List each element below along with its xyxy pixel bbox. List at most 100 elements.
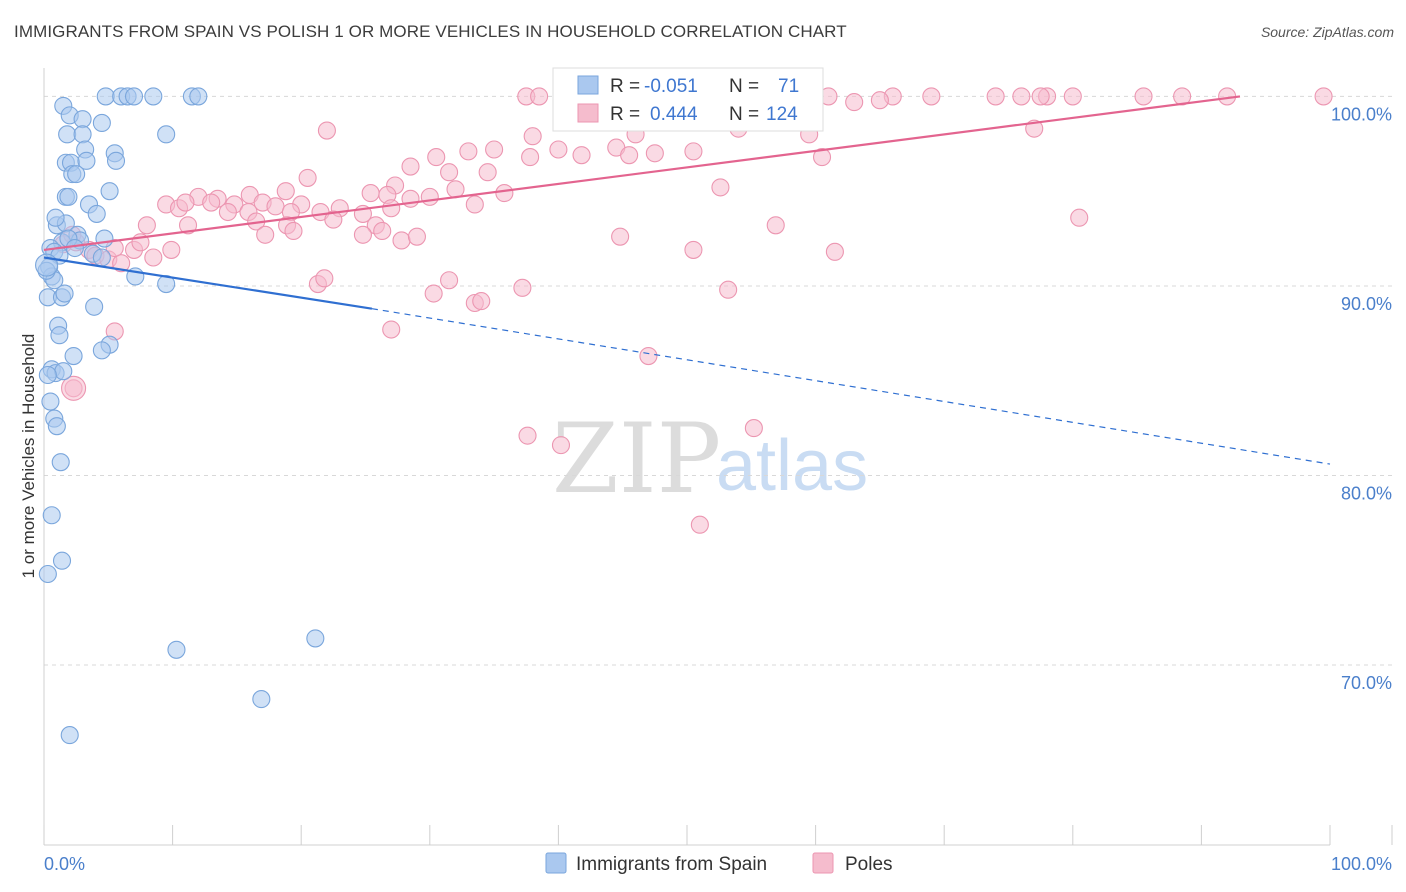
point-poles-103 [144, 248, 163, 267]
point-poles-83 [324, 210, 343, 229]
point-poles-67 [202, 193, 221, 212]
legend-r-value-1: -0.051 [644, 76, 698, 97]
point-poles-122 [518, 426, 537, 445]
point-poles-84 [137, 216, 156, 235]
point-poles-32 [317, 121, 336, 140]
point-poles-42 [401, 157, 420, 176]
point-poles-90 [256, 225, 275, 244]
point-poles-118 [382, 320, 401, 339]
point-spain-61 [52, 551, 72, 570]
point-poles-20 [1012, 87, 1031, 106]
point-poles-59 [420, 187, 439, 206]
point-spain-59 [51, 453, 70, 472]
point-poles-111 [315, 269, 334, 288]
trend-spain-solid [43, 256, 373, 310]
point-poles-108 [684, 240, 703, 259]
point-poles-75 [382, 199, 401, 218]
point-poles-85 [178, 216, 198, 235]
point-poles-51 [440, 163, 459, 182]
point-poles-30 [845, 93, 864, 112]
point-poles-40 [459, 142, 478, 161]
trend-poles [43, 95, 1241, 252]
point-poles-47 [645, 144, 664, 163]
series-poles [54, 87, 1333, 534]
point-spain-6 [96, 87, 115, 106]
point-poles-77 [465, 195, 484, 214]
point-poles-113 [440, 271, 459, 290]
point-poles-43 [521, 148, 540, 167]
point-poles-large [61, 375, 87, 401]
bottom-legend: Immigrants from Spain Poles [545, 852, 893, 875]
point-spain-31 [95, 229, 114, 248]
point-spain-9 [124, 87, 144, 106]
bottom-legend-swatch-poles [812, 852, 834, 874]
point-spain-5 [73, 125, 92, 144]
point-poles-109 [825, 242, 844, 261]
point-spain-16 [106, 151, 126, 170]
legend-n-value-2: 124 [766, 104, 798, 125]
point-poles-115 [719, 280, 738, 299]
chart-source: Source: ZipAtlas.com [1260, 24, 1394, 40]
watermark: ZIP atlas [552, 403, 868, 515]
x-tick-label-100: 100.0% [1331, 854, 1392, 874]
point-poles-1 [530, 87, 549, 106]
point-spain-62 [38, 564, 57, 584]
point-spain-63 [167, 640, 186, 659]
point-poles-48 [684, 142, 703, 161]
point-poles-66 [176, 193, 195, 212]
y-tick-label-80: 80.0% [1341, 483, 1392, 503]
legend-box: R = -0.051 N = 71 R = 0.444 N = 124 [552, 67, 824, 132]
point-poles-46 [620, 146, 639, 165]
point-spain-46 [85, 297, 104, 316]
point-poles-125 [690, 515, 709, 534]
point-poles-49 [812, 148, 832, 167]
point-poles-45 [572, 146, 591, 165]
point-spain-10 [144, 87, 163, 106]
point-poles-87 [373, 221, 392, 241]
x-tick-label-0: 0.0% [44, 854, 85, 874]
bottom-legend-label-spain: Immigrants from Spain [576, 854, 767, 875]
point-poles-117 [472, 292, 491, 311]
point-spain-45 [55, 284, 74, 303]
point-poles-78 [218, 202, 237, 222]
legend-swatch-pink [577, 103, 599, 123]
point-poles-112 [424, 284, 443, 303]
y-tick-label-90: 90.0% [1341, 294, 1392, 314]
point-poles-57 [361, 184, 380, 203]
point-spain-22 [100, 182, 119, 201]
point-poles-50 [478, 163, 497, 182]
point-spain-66 [60, 726, 79, 745]
bottom-legend-label-poles: Poles [845, 854, 893, 875]
x-tick-labels: 0.0% 100.0% [44, 854, 1392, 874]
point-poles-101 [112, 254, 131, 273]
point-spain-13 [157, 125, 176, 144]
point-spain-56 [41, 392, 60, 411]
legend-r-label-1: R = [610, 76, 640, 97]
point-spain-12 [189, 87, 208, 106]
point-poles-16 [1134, 87, 1153, 106]
point-spain-69 [65, 238, 84, 258]
point-poles-39 [485, 140, 504, 159]
point-poles-41 [427, 148, 446, 167]
point-poles-123 [551, 436, 571, 455]
trend-spain-dashed [371, 308, 1331, 465]
point-spain-50 [92, 341, 111, 360]
legend-r-label-2: R = [610, 104, 640, 125]
point-poles-54 [446, 180, 465, 199]
legend-r-value-2: 0.444 [650, 104, 698, 125]
y-tick-label-70: 70.0% [1341, 673, 1392, 693]
y-tick-label-100: 100.0% [1331, 104, 1392, 124]
y-tick-labels: 70.0% 80.0% 90.0% 100.0% [1331, 104, 1392, 693]
legend-n-value-1: 71 [778, 76, 799, 97]
point-spain-58 [47, 417, 66, 436]
point-poles-120 [639, 347, 658, 366]
point-poles-21 [1031, 87, 1050, 106]
legend-n-label-1: N = [729, 76, 759, 97]
point-poles-88 [353, 225, 372, 244]
point-spain-19 [77, 151, 96, 170]
trend-lines [43, 95, 1331, 465]
point-spain-21 [67, 165, 86, 184]
point-poles-55 [495, 184, 514, 203]
series-immigrants-from-spain [35, 87, 325, 745]
